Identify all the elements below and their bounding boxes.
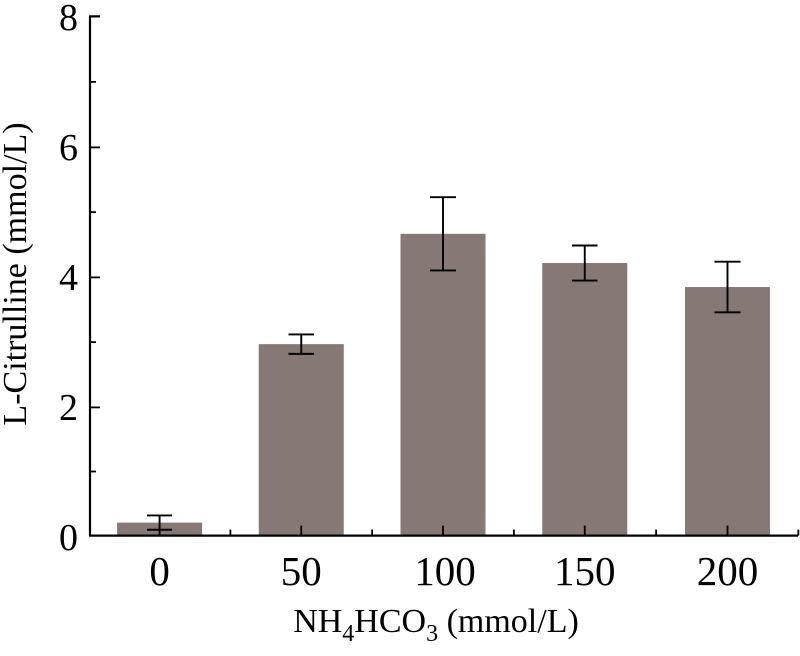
svg-text:8: 8 [59, 0, 78, 39]
svg-text:4: 4 [59, 257, 78, 299]
svg-text:150: 150 [554, 548, 616, 594]
svg-text:6: 6 [59, 127, 78, 169]
svg-text:2: 2 [59, 387, 78, 429]
svg-text:0: 0 [149, 548, 170, 594]
svg-text:L-Citrulline (mmol/L): L-Citrulline (mmol/L) [0, 122, 34, 425]
svg-text:100: 100 [414, 548, 476, 594]
svg-text:50: 50 [281, 548, 322, 594]
svg-text:0: 0 [59, 517, 78, 559]
svg-text:200: 200 [697, 548, 759, 594]
